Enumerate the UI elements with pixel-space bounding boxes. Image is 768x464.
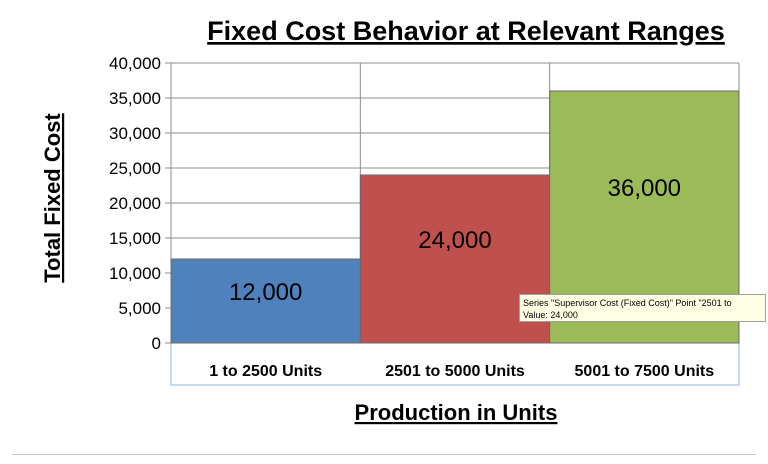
- tooltip-line-1: Series "Supervisor Cost (Fixed Cost)" Po…: [523, 298, 732, 308]
- y-tick-label: 5,000: [118, 299, 161, 318]
- y-tick-label: 15,000: [109, 229, 161, 248]
- tooltip-line-2: Value: 24,000: [523, 310, 578, 320]
- y-tick-label: 40,000: [109, 54, 161, 73]
- x-tick-label: 5001 to 7500 Units: [575, 363, 715, 380]
- data-labels: 12,000 24,000 36,000: [229, 175, 681, 306]
- bar[interactable]: [170, 258, 361, 344]
- y-tick-label: 0: [152, 334, 161, 353]
- bottom-divider: [12, 454, 756, 455]
- x-tick-labels: 1 to 2500 Units 2501 to 5000 Units 5001 to…: [209, 363, 714, 380]
- y-tick-label: 30,000: [109, 124, 161, 143]
- y-tick-labels: 0 5,000 10,000 15,000 20,000 25,000 30,000 35,0…: [109, 54, 161, 353]
- data-label: 24,000: [418, 227, 491, 254]
- data-label: 36,000: [608, 175, 681, 202]
- y-tick-label: 35,000: [109, 89, 161, 108]
- x-tick-label: 2501 to 5000 Units: [385, 363, 525, 380]
- chart-title: Fixed Cost Behavior at Relevant Ranges: [207, 16, 725, 46]
- x-axis-label: Production in Units: [355, 400, 558, 425]
- bar[interactable]: [359, 174, 551, 344]
- data-label: 12,000: [229, 279, 302, 306]
- x-tick-label: 1 to 2500 Units: [209, 363, 322, 380]
- hover-tooltip: Series "Supervisor Cost (Fixed Cost)" Po…: [519, 294, 766, 322]
- y-tick-label: 25,000: [109, 159, 161, 178]
- y-axis-label: Total Fixed Cost: [40, 113, 65, 283]
- y-tick-label: 10,000: [109, 264, 161, 283]
- y-tick-label: 20,000: [109, 194, 161, 213]
